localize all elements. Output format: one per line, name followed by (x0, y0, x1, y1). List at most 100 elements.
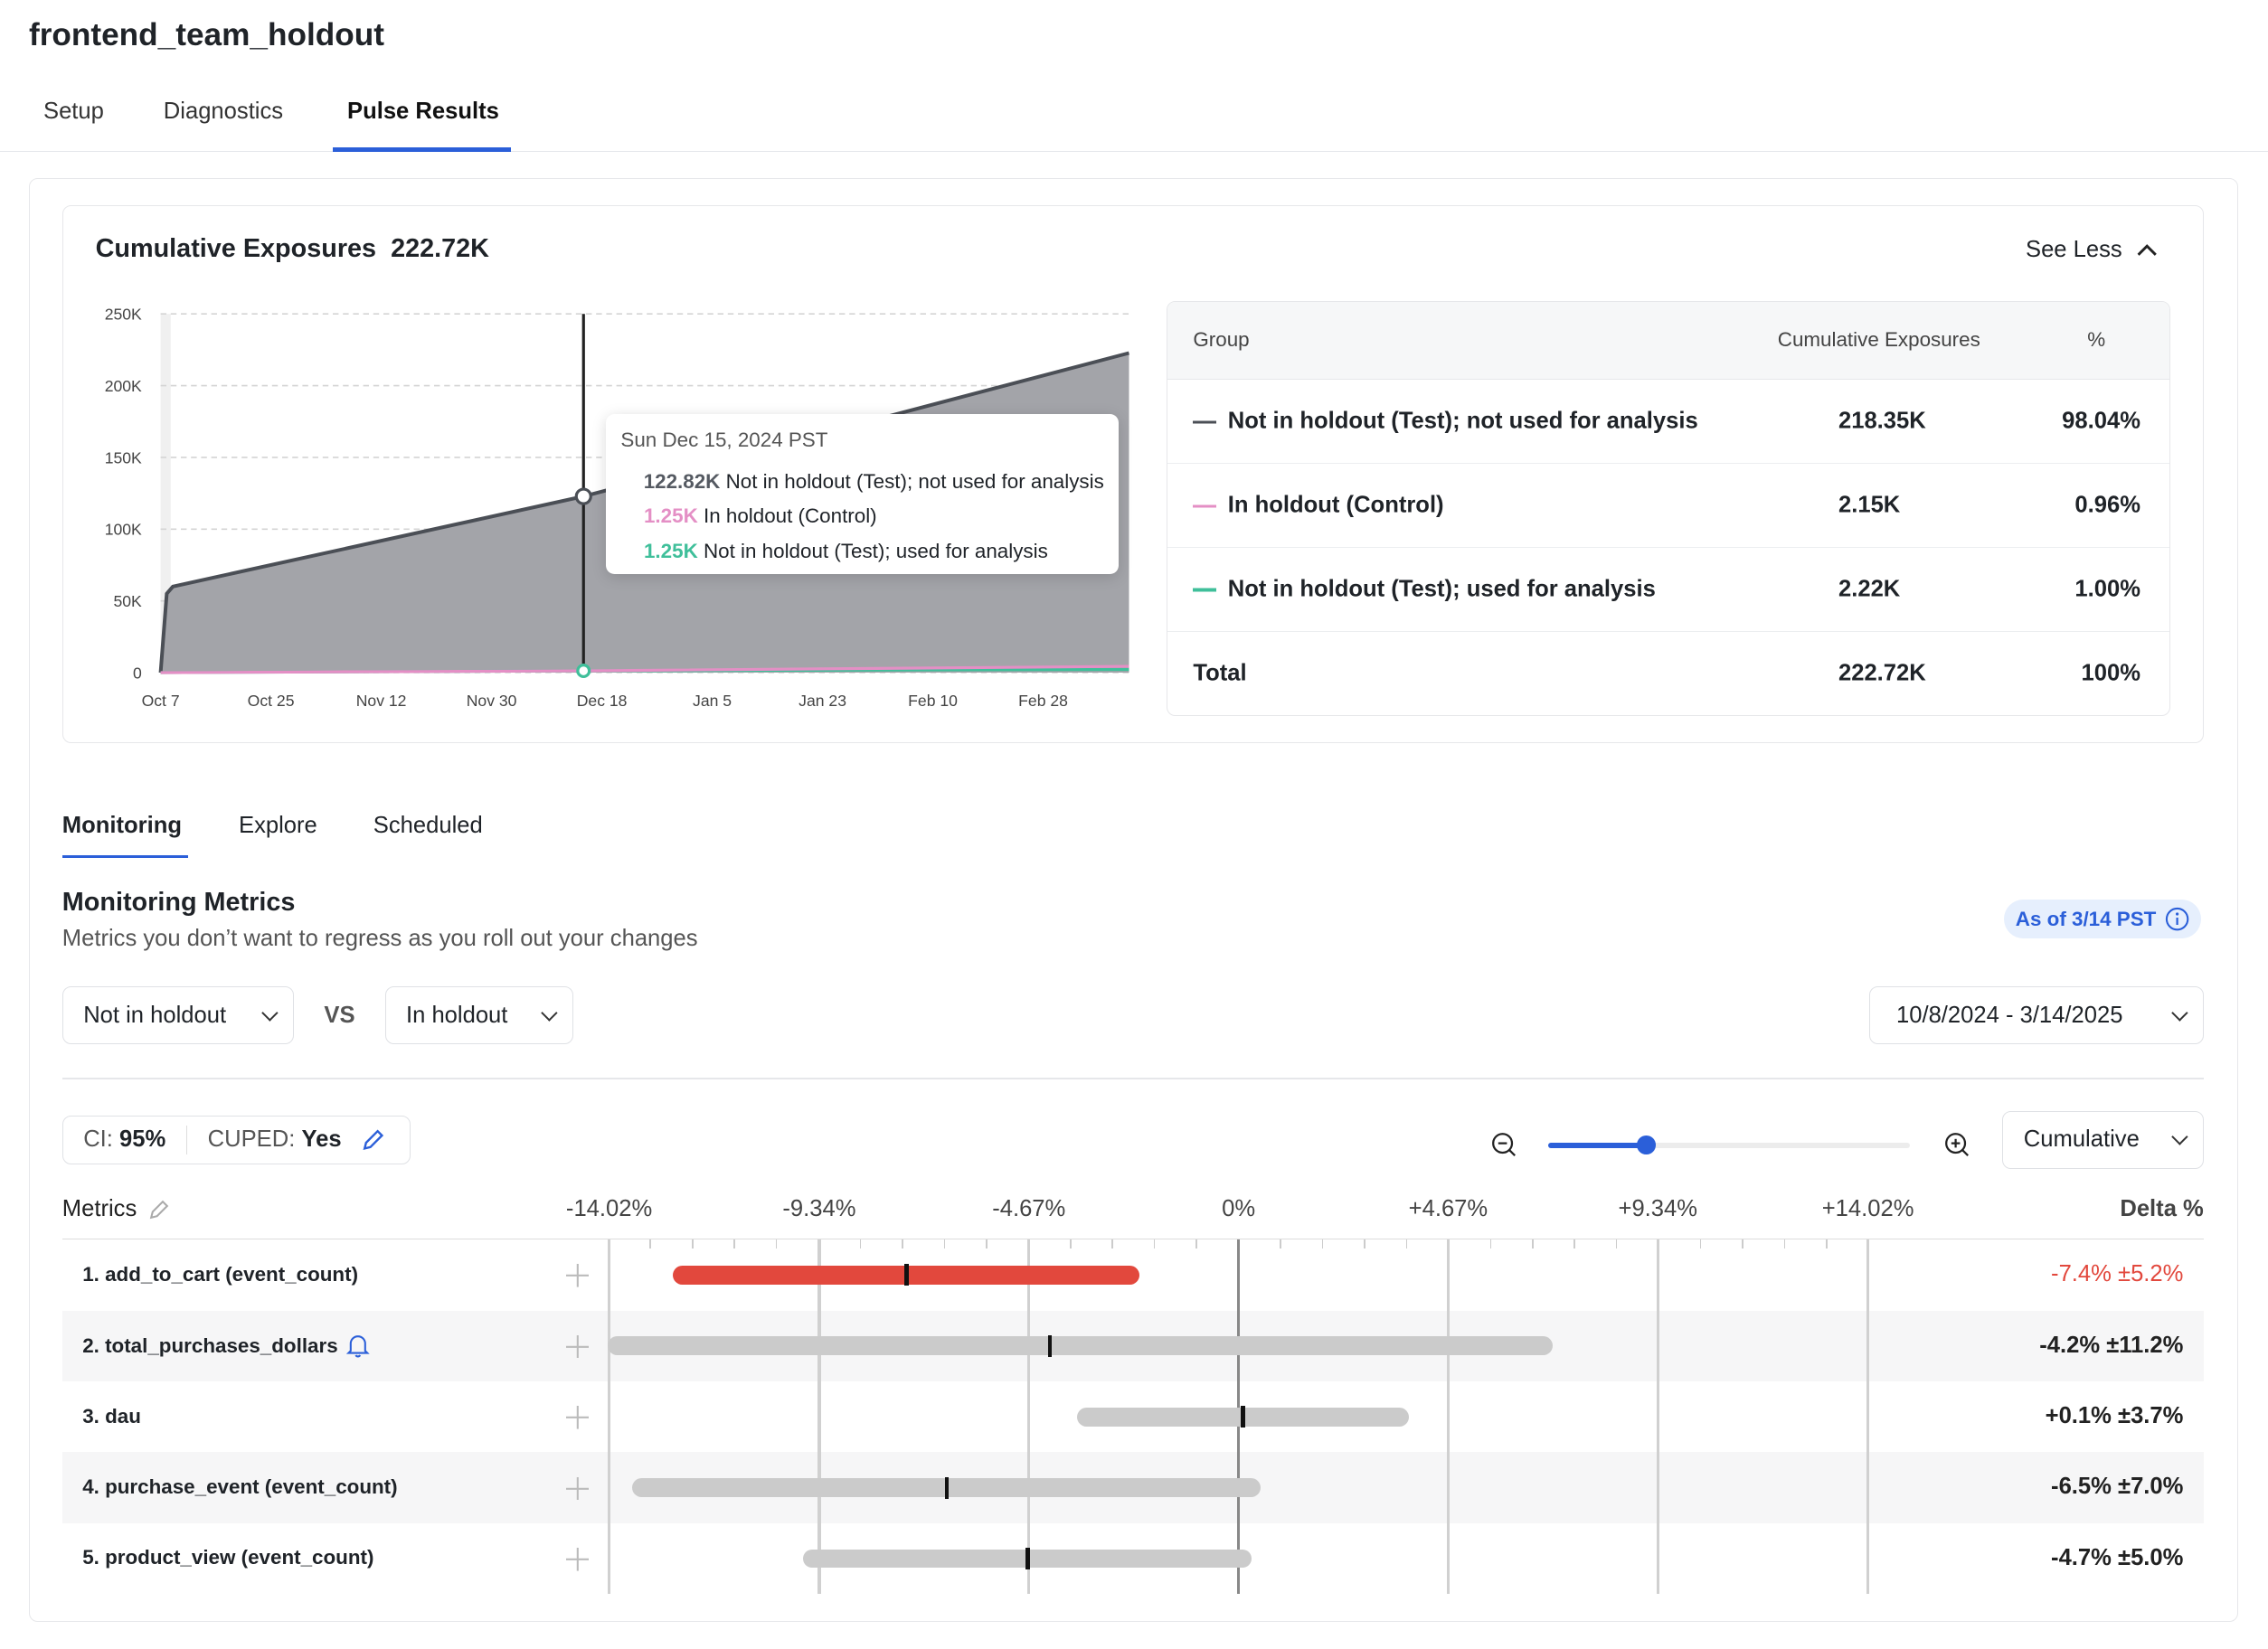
active-subtab-indicator (61, 854, 188, 858)
zoom-slider-handle[interactable] (1637, 1135, 1657, 1154)
divider (61, 1078, 2204, 1079)
date-range-select[interactable]: 10/8/2024 - 3/14/2025 (1869, 986, 2204, 1045)
tab-explore[interactable]: Explore (239, 813, 317, 839)
active-tab-indicator (333, 147, 511, 152)
exposures-title-text: Cumulative Exposures (95, 234, 377, 264)
delta-value: -7.4% ±5.2% (2051, 1261, 2184, 1287)
tooltip-label: In holdout (Control) (703, 504, 877, 528)
tooltip-value: 122.82K (643, 469, 721, 493)
zoom-slider[interactable] (1548, 1135, 1910, 1154)
chevron-down-icon (261, 1004, 279, 1022)
point-estimate-marker (903, 1264, 909, 1286)
delta-value: +0.1% ±3.7% (2045, 1403, 2184, 1428)
axis-gridline (817, 1239, 821, 1595)
minor-tick (1615, 1239, 1618, 1249)
tab-monitoring[interactable]: Monitoring (61, 813, 182, 839)
confidence-interval-bar (607, 1336, 1554, 1356)
y-tick-label: 50K (113, 592, 142, 610)
tooltip-date: Sun Dec 15, 2024 PST (620, 428, 828, 451)
date-range-value: 10/8/2024 - 3/14/2025 (1895, 1002, 2123, 1028)
minor-tick (986, 1239, 988, 1249)
cuped-label: CUPED: (207, 1126, 296, 1153)
metric-row[interactable]: 2. total_purchases_dollars -4.2% ±11.2% (61, 1310, 2204, 1381)
as-of-badge[interactable]: As of 3/14 PST (2004, 900, 2201, 939)
page-title: frontend_team_holdout (29, 17, 384, 53)
metric-row[interactable]: 5. product_view (event_count) -4.7% ±5.0… (62, 1523, 2204, 1594)
metric-row[interactable]: 4. purchase_event (event_count) -6.5% ±7… (61, 1452, 2204, 1523)
group-b-value: In holdout (405, 1002, 508, 1028)
x-tick-label: Oct 7 (142, 692, 180, 710)
pct-cell: 100% (2081, 660, 2140, 686)
tab-scheduled[interactable]: Scheduled (373, 813, 483, 839)
axis-tick-label: -9.34% (782, 1196, 856, 1222)
metric-row[interactable]: 3. dau +0.1% ±3.7% (62, 1381, 2204, 1452)
x-tick-label: Feb 10 (908, 692, 958, 710)
y-tick-label: 200K (105, 377, 142, 395)
minor-tick (1111, 1239, 1114, 1249)
ci-label: CI: (83, 1126, 113, 1153)
tab-pulse-results[interactable]: Pulse Results (347, 98, 499, 124)
axis-gridline (1656, 1239, 1659, 1595)
legend-swatch (1193, 588, 1216, 591)
group-a-select[interactable]: Not in holdout (61, 986, 294, 1045)
hover-point (576, 664, 591, 679)
edit-pencil-icon[interactable] (148, 1199, 170, 1220)
tab-diagnostics[interactable]: Diagnostics (163, 98, 284, 124)
chevron-down-icon (540, 1004, 558, 1022)
axis-gridline (1027, 1239, 1031, 1595)
add-icon[interactable] (565, 1406, 590, 1429)
exposures-cell: 2.22K (1838, 576, 1901, 602)
group-cell: Not in holdout (Test); used for analysis (1193, 576, 1656, 602)
chevron-down-icon (2171, 1004, 2188, 1022)
axis-gridline (608, 1239, 611, 1595)
x-tick-label: Jan 23 (799, 692, 846, 710)
group-cell: In holdout (Control) (1193, 492, 1444, 518)
group-b-select[interactable]: In holdout (384, 986, 573, 1045)
minor-tick (1489, 1239, 1492, 1249)
settings-chip[interactable]: CI: 95% CUPED: Yes (61, 1115, 411, 1164)
see-less-button[interactable]: See Less (2026, 237, 2157, 263)
add-icon[interactable] (565, 1264, 590, 1287)
minor-tick (1195, 1239, 1197, 1249)
metric-name[interactable]: 1. add_to_cart (event_count) (82, 1262, 359, 1286)
table-row: Total 222.72K 100% (1167, 632, 2169, 715)
bell-icon[interactable] (346, 1333, 370, 1358)
chevron-down-icon (2171, 1128, 2188, 1145)
edit-pencil-icon[interactable] (362, 1128, 385, 1152)
metrics-header: Metrics (62, 1196, 170, 1222)
tab-setup[interactable]: Setup (43, 98, 104, 124)
aggregation-value: Cumulative (2023, 1126, 2140, 1153)
hover-point (574, 487, 592, 505)
exposures-card (61, 205, 2204, 744)
metric-name[interactable]: 3. dau (82, 1404, 141, 1428)
as-of-text: As of 3/14 PST (2015, 907, 2157, 930)
info-icon (2165, 908, 2189, 931)
exposures-cell: 2.15K (1838, 492, 1901, 518)
aggregation-select[interactable]: Cumulative (2002, 1110, 2204, 1169)
exposures-table: Group Cumulative Exposures % Not in hold… (1166, 300, 2170, 716)
metric-name[interactable]: 2. total_purchases_dollars (82, 1333, 338, 1357)
zoom-out-icon[interactable] (1490, 1131, 1519, 1160)
minor-tick (775, 1239, 778, 1249)
axis-tick-label: -4.67% (992, 1196, 1066, 1222)
metric-name[interactable]: 5. product_view (event_count) (82, 1546, 374, 1569)
add-icon[interactable] (565, 1334, 590, 1359)
metric-row[interactable]: 1. add_to_cart (event_count) -7.4% ±5.2% (62, 1239, 2204, 1310)
chevron-up-icon (2137, 244, 2157, 256)
axis-gridline (1446, 1239, 1451, 1595)
x-tick-label: Dec 18 (577, 692, 628, 710)
zoom-in-icon[interactable] (1943, 1131, 1972, 1160)
results-panel (29, 177, 2239, 1622)
pct-cell: 0.96% (2074, 492, 2140, 518)
table-row: Not in holdout (Test); not used for anal… (1167, 380, 2169, 464)
group-cell: Not in holdout (Test); not used for anal… (1193, 409, 1698, 435)
axis-tick-label: +14.02% (1821, 1196, 1914, 1222)
add-icon[interactable] (565, 1476, 590, 1501)
add-icon[interactable] (565, 1547, 590, 1571)
exposures-cell: 222.72K (1838, 660, 1926, 686)
minor-tick (943, 1239, 946, 1249)
metrics-header-label: Metrics (61, 1196, 137, 1222)
table-header: Group Cumulative Exposures % (1167, 301, 2169, 381)
point-estimate-marker (944, 1476, 950, 1499)
metric-name[interactable]: 4. purchase_event (event_count) (82, 1475, 398, 1498)
